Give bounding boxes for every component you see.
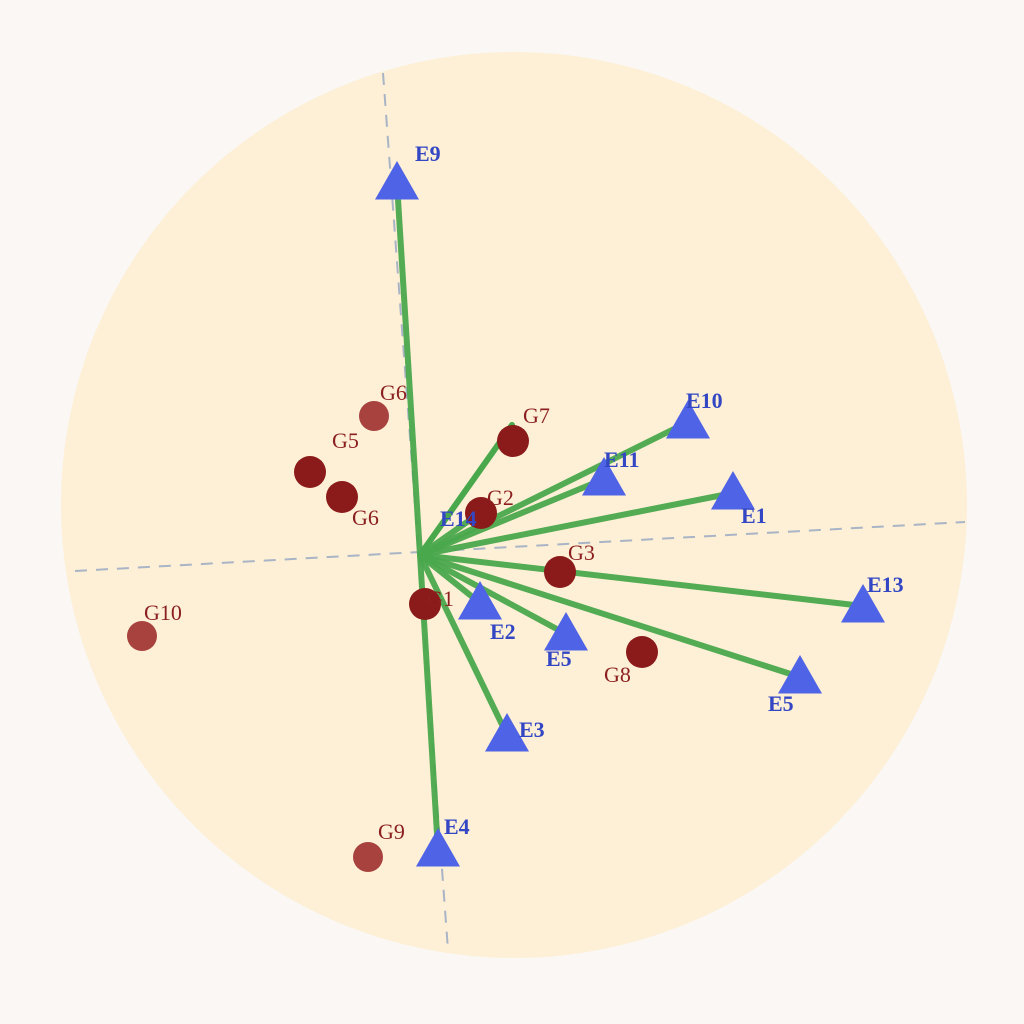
environment-vector	[394, 180, 423, 558]
environment-label: E3	[519, 717, 545, 742]
environment-triangle	[458, 581, 502, 620]
environment-triangle	[375, 161, 419, 200]
environment-triangle	[841, 584, 885, 623]
environment-label: E13	[867, 572, 904, 597]
genotype-point	[626, 636, 658, 668]
environment-label: E9	[415, 141, 441, 166]
environment-vector	[417, 552, 569, 637]
genotype-label: G6	[352, 505, 379, 530]
background-circle	[61, 52, 967, 958]
environment-triangle	[582, 457, 626, 496]
genotype-label: G1	[427, 586, 454, 611]
genotype-label: G6	[380, 380, 407, 405]
environment-triangle	[666, 400, 710, 439]
environment-triangle	[711, 471, 755, 510]
genotype-label: G9	[378, 819, 405, 844]
environment-label: E1	[741, 503, 767, 528]
environment-label: E10	[686, 388, 723, 413]
genotype-point	[294, 456, 326, 488]
genotype-point	[127, 621, 157, 651]
genotype-label: G7	[523, 403, 550, 428]
genotype-point	[465, 497, 497, 529]
environment-label: E11	[604, 447, 639, 472]
genotype-label: G8	[604, 662, 631, 687]
environment-vector	[417, 552, 803, 680]
axis-dashed-line-1	[74, 521, 966, 572]
environment-label: E5	[546, 646, 572, 671]
environment-vector	[417, 490, 736, 558]
genotype-point	[497, 425, 529, 457]
environment-label: E4	[444, 814, 470, 839]
environment-label: E2	[490, 619, 516, 644]
environment-triangle	[485, 713, 529, 752]
genotype-label: G10	[144, 600, 182, 625]
environment-triangle	[778, 655, 822, 694]
environment-triangle	[416, 828, 460, 867]
genotype-point	[353, 842, 383, 872]
environment-vector	[417, 419, 691, 558]
genotype-label: G5	[332, 428, 359, 453]
genotype-point	[544, 556, 576, 588]
environment-label: E14	[440, 506, 477, 531]
vector	[417, 422, 515, 558]
genotype-label: G3	[568, 540, 595, 565]
environment-label: E5	[768, 691, 794, 716]
environment-vector	[417, 552, 483, 606]
genotype-point	[326, 481, 358, 513]
environment-vector	[417, 552, 866, 609]
genotype-label: G2	[487, 485, 514, 510]
environment-triangle	[544, 612, 588, 651]
environment-vector	[417, 476, 607, 558]
genotype-point	[359, 401, 389, 431]
environment-vector	[417, 517, 473, 558]
genotype-point	[409, 588, 441, 620]
environment-vector	[417, 552, 510, 738]
